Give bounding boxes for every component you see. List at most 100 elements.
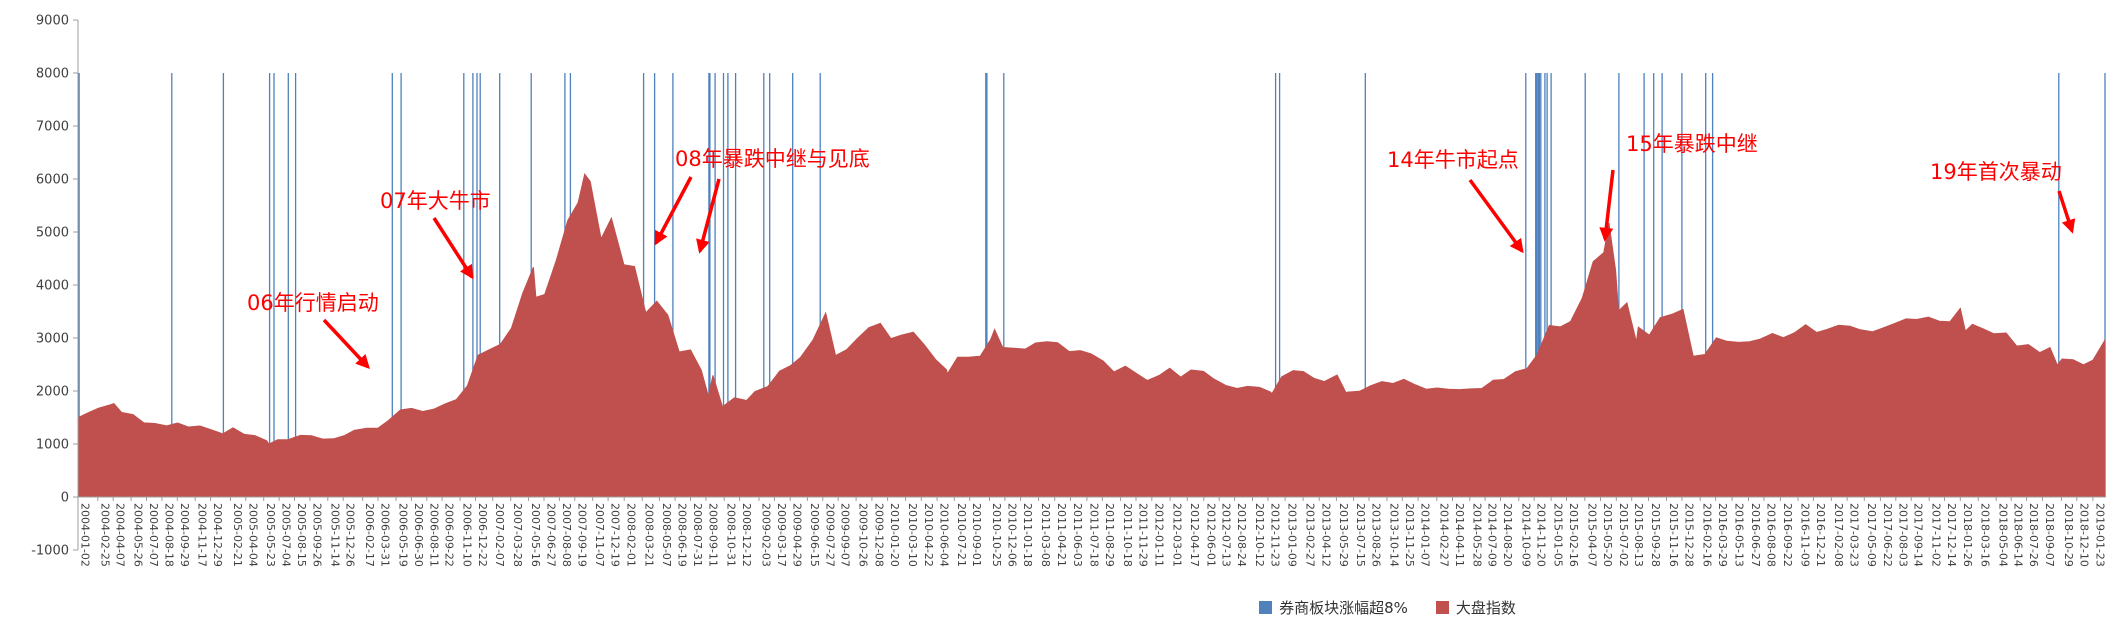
- y-tick-label: 1000: [36, 438, 69, 453]
- x-tick-label: 2012-07-13: [1220, 503, 1233, 567]
- x-tick-label: 2016-06-27: [1749, 503, 1762, 567]
- x-tick-label: 2010-10-25: [990, 503, 1003, 567]
- y-tick-label: 7000: [36, 120, 69, 135]
- x-tick-label: 2009-07-27: [823, 503, 836, 567]
- annotation-arrow: [1468, 178, 1524, 254]
- y-tick-label: 3000: [36, 332, 69, 347]
- x-tick-label: 2014-04-11: [1453, 503, 1466, 567]
- x-tick-label: 2012-10-12: [1253, 503, 1266, 567]
- annotation-arrow: [696, 178, 721, 254]
- y-tick-label: 0: [61, 491, 69, 506]
- x-tick-label: 2016-11-09: [1799, 503, 1812, 567]
- x-tick-label: 2006-05-19: [397, 503, 410, 567]
- x-tick-label: 2016-03-29: [1716, 503, 1729, 567]
- x-tick-label: 2011-07-18: [1087, 503, 1100, 567]
- x-tick-label: 2006-02-17: [363, 503, 376, 567]
- x-tick-label: 2004-09-29: [178, 503, 191, 567]
- x-tick-label: 2013-11-25: [1403, 503, 1416, 567]
- annotation-arrow: [654, 176, 693, 246]
- annotation-arrows: [322, 169, 2076, 370]
- x-tick-label: 2004-04-07: [114, 503, 127, 567]
- x-tick-label: 2014-01-07: [1419, 503, 1432, 567]
- x-tick-label: 2017-11-02: [1930, 503, 1943, 567]
- x-tick-label: 2015-11-16: [1667, 503, 1680, 567]
- annotation-arrow: [1599, 169, 1615, 242]
- x-tick-label: 2005-07-04: [280, 503, 293, 567]
- y-tick-label: 2000: [36, 385, 69, 400]
- x-tick-label: 2015-01-05: [1552, 503, 1565, 567]
- x-tick-label: 2004-07-07: [147, 503, 160, 567]
- x-tick-label: 2005-09-26: [310, 503, 323, 567]
- x-tick-label: 2007-02-07: [493, 503, 506, 567]
- x-tick-label: 2017-12-14: [1945, 503, 1958, 567]
- x-tick-label: 2012-03-01: [1171, 503, 1184, 567]
- x-tick-label: 2006-03-31: [379, 503, 392, 567]
- x-tick-label: 2012-11-23: [1268, 503, 1281, 567]
- x-tick-label: 2007-12-19: [609, 503, 622, 567]
- x-tick-label: 2006-12-22: [476, 503, 489, 567]
- x-tick-label: 2012-06-01: [1204, 503, 1217, 567]
- x-tick-label: 2009-09-07: [839, 503, 852, 567]
- x-tick-label: 2014-05-28: [1470, 503, 1483, 567]
- y-tick-label: 8000: [36, 67, 69, 82]
- x-tick-label: 2008-07-31: [691, 503, 704, 567]
- legend-swatch-broker-icon: [1259, 601, 1273, 614]
- x-tick-label: 2013-05-29: [1337, 503, 1350, 567]
- x-tick-label: 2009-02-03: [760, 503, 773, 567]
- x-tick-label: 2017-02-08: [1832, 503, 1845, 567]
- x-tick-label: 2014-08-20: [1501, 503, 1514, 567]
- x-tick-label: 2004-12-29: [211, 503, 224, 567]
- x-tick-label: 2015-05-20: [1601, 503, 1614, 567]
- x-tick-label: 2014-02-27: [1437, 503, 1450, 567]
- x-tick-label: 2005-04-04: [246, 503, 259, 567]
- x-tick-label: 2013-02-27: [1304, 503, 1317, 567]
- x-tick-label: 2016-09-22: [1781, 503, 1794, 567]
- x-tick-label: 2004-02-25: [98, 503, 111, 567]
- x-tick-label: 2007-11-07: [593, 503, 606, 567]
- x-tick-label: 2007-03-28: [511, 503, 524, 567]
- x-tick-label: 2016-12-21: [1814, 503, 1827, 567]
- legend-item-index: 大盘指数: [1435, 597, 1516, 618]
- x-tick-label: 2011-03-08: [1039, 503, 1052, 567]
- x-tick-label: 2018-03-16: [1979, 503, 1992, 567]
- legend-label-broker: 券商板块涨幅超8%: [1279, 599, 1408, 617]
- index-area-series: [77, 172, 2106, 498]
- x-tick-label: 2005-02-21: [231, 503, 244, 567]
- x-tick-label: 2007-06-27: [545, 503, 558, 567]
- x-tick-label: 2008-03-21: [643, 503, 656, 567]
- x-tick-label: 2005-12-26: [344, 503, 357, 567]
- x-tick-label: 2015-09-28: [1649, 503, 1662, 567]
- x-tick-label: 2008-05-07: [660, 503, 673, 567]
- y-tick-label: 5000: [36, 226, 69, 241]
- x-tick-label: 2008-06-19: [676, 503, 689, 567]
- x-tick-label: 2009-06-15: [808, 503, 821, 567]
- x-tick-label: 2010-12-06: [1005, 503, 1018, 567]
- annotation-2006-start: 06年行情启动: [247, 291, 379, 315]
- annotation-arrow: [432, 217, 474, 280]
- x-tick-label: 2006-09-22: [443, 503, 456, 567]
- x-tick-label: 2013-10-14: [1388, 503, 1401, 567]
- x-tick-label: 2018-12-10: [2077, 503, 2090, 567]
- x-tick-label: 2016-05-13: [1733, 503, 1746, 567]
- x-tick-label: 2014-10-09: [1519, 503, 1532, 567]
- x-tick-label: 2010-09-01: [970, 503, 983, 567]
- annotation-arrow: [322, 318, 370, 370]
- x-tick-label: 2005-08-15: [295, 503, 308, 567]
- x-tick-label: 2014-11-20: [1535, 503, 1548, 567]
- x-tick-label: 2017-09-14: [1912, 503, 1925, 567]
- y-tick-label: -1000: [31, 544, 69, 559]
- x-tick-label: 2009-03-17: [775, 503, 788, 567]
- x-tick-label: 2010-04-22: [922, 503, 935, 567]
- x-tick-label: 2018-01-26: [1961, 503, 1974, 567]
- x-tick-label: 2015-08-13: [1632, 503, 1645, 567]
- x-tick-label: 2007-08-08: [560, 503, 573, 567]
- x-tick-label: 2009-12-08: [872, 503, 885, 567]
- annotation-arrow: [2057, 190, 2076, 234]
- x-tick-label: 2004-11-17: [196, 503, 209, 567]
- x-tick-label: 2016-08-08: [1764, 503, 1777, 567]
- x-tick-label: 2009-04-29: [791, 503, 804, 567]
- x-tick-label: 2007-05-16: [529, 503, 542, 567]
- axes: [73, 19, 2105, 551]
- x-tick-label: 2004-05-26: [132, 503, 145, 567]
- x-tick-label: 2017-03-23: [1848, 503, 1861, 567]
